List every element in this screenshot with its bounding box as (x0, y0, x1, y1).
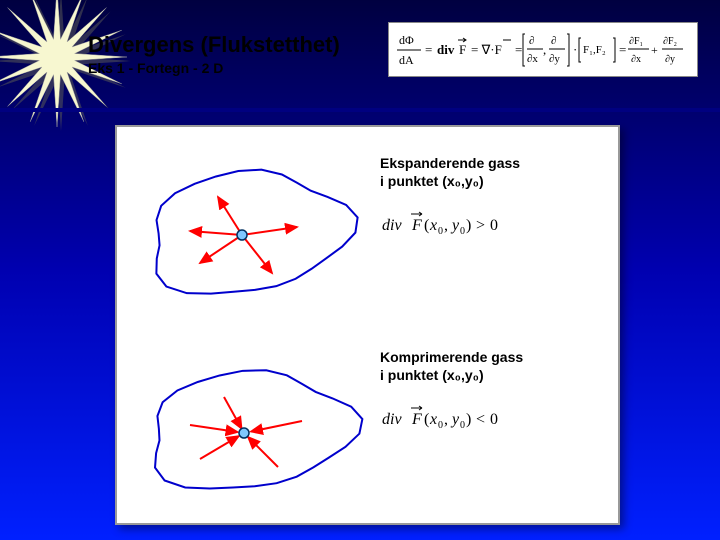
svg-text:): ) (466, 411, 471, 428)
expanding-caption-line2: i punktet (x₀,y₀) (380, 173, 602, 191)
svg-text:∂F₂: ∂F₂ (663, 36, 677, 47)
svg-text:∂: ∂ (529, 35, 534, 47)
svg-text:F₁,F₂: F₁,F₂ (583, 44, 606, 56)
svg-text:,: , (444, 217, 448, 234)
svg-text:F: F (411, 411, 422, 428)
svg-text:∂F₁: ∂F₁ (629, 36, 643, 47)
expanding-gas-diagram (137, 155, 372, 315)
svg-text:∂: ∂ (551, 35, 556, 47)
page-title: Divergens (Flukstetthet) (88, 32, 340, 58)
svg-text:0: 0 (460, 226, 465, 237)
compressing-math: divF(x0,y0)<0 (380, 402, 602, 437)
svg-text:>: > (476, 217, 485, 234)
title-row: Divergens (Flukstetthet) Eks 1 - Fortegn… (88, 32, 340, 76)
compressing-row: Komprimerende gass i punktet (x₀,y₀) div… (137, 349, 602, 509)
svg-text:0: 0 (460, 420, 465, 431)
svg-text:<: < (476, 411, 485, 428)
svg-text:dΦ: dΦ (399, 33, 414, 47)
svg-text:+: + (651, 43, 658, 57)
svg-text:·: · (573, 42, 577, 57)
svg-text:0: 0 (438, 226, 443, 237)
svg-text:div: div (437, 42, 455, 57)
svg-text:y: y (450, 217, 460, 234)
svg-text:∂y: ∂y (665, 54, 675, 65)
svg-text:=: = (425, 42, 432, 57)
title-underline (0, 108, 720, 112)
svg-text:): ) (466, 217, 471, 234)
svg-text:y: y (450, 411, 460, 428)
svg-text:∂x: ∂x (631, 54, 641, 65)
svg-text:,: , (543, 42, 546, 57)
svg-text:div: div (382, 411, 402, 428)
compressing-gas-diagram (137, 349, 372, 509)
compressing-caption-line1: Komprimerende gass (380, 349, 602, 367)
svg-text:x: x (429, 217, 437, 234)
svg-text:=: = (619, 42, 626, 57)
svg-text:F: F (411, 217, 422, 234)
compressing-caption-line2: i punktet (x₀,y₀) (380, 367, 602, 385)
svg-text:(: ( (424, 217, 429, 234)
svg-text:div: div (382, 217, 402, 234)
svg-text:0: 0 (490, 217, 498, 234)
svg-text:=: = (515, 42, 522, 57)
divergence-formula: dΦ dA = div F = ∇·F = ∂ ∂x , ∂ ∂y · F₁,F… (388, 22, 698, 77)
svg-text:F: F (459, 42, 466, 57)
content-panel: Ekspanderende gass i punktet (x₀,y₀) div… (115, 125, 620, 525)
svg-text:∂y: ∂y (549, 53, 560, 65)
svg-text:dA: dA (399, 53, 414, 67)
svg-text:∂x: ∂x (527, 53, 538, 65)
svg-text:0: 0 (438, 420, 443, 431)
expanding-row: Ekspanderende gass i punktet (x₀,y₀) div… (137, 155, 602, 315)
svg-text:= ∇·F: = ∇·F (471, 42, 502, 57)
svg-text:,: , (444, 411, 448, 428)
svg-text:(: ( (424, 411, 429, 428)
svg-text:0: 0 (490, 411, 498, 428)
expanding-math: divF(x0,y0)>0 (380, 208, 602, 243)
page-subtitle: Eks 1 - Fortegn - 2 D (88, 60, 340, 76)
expanding-caption-line1: Ekspanderende gass (380, 155, 602, 173)
svg-text:x: x (429, 411, 437, 428)
